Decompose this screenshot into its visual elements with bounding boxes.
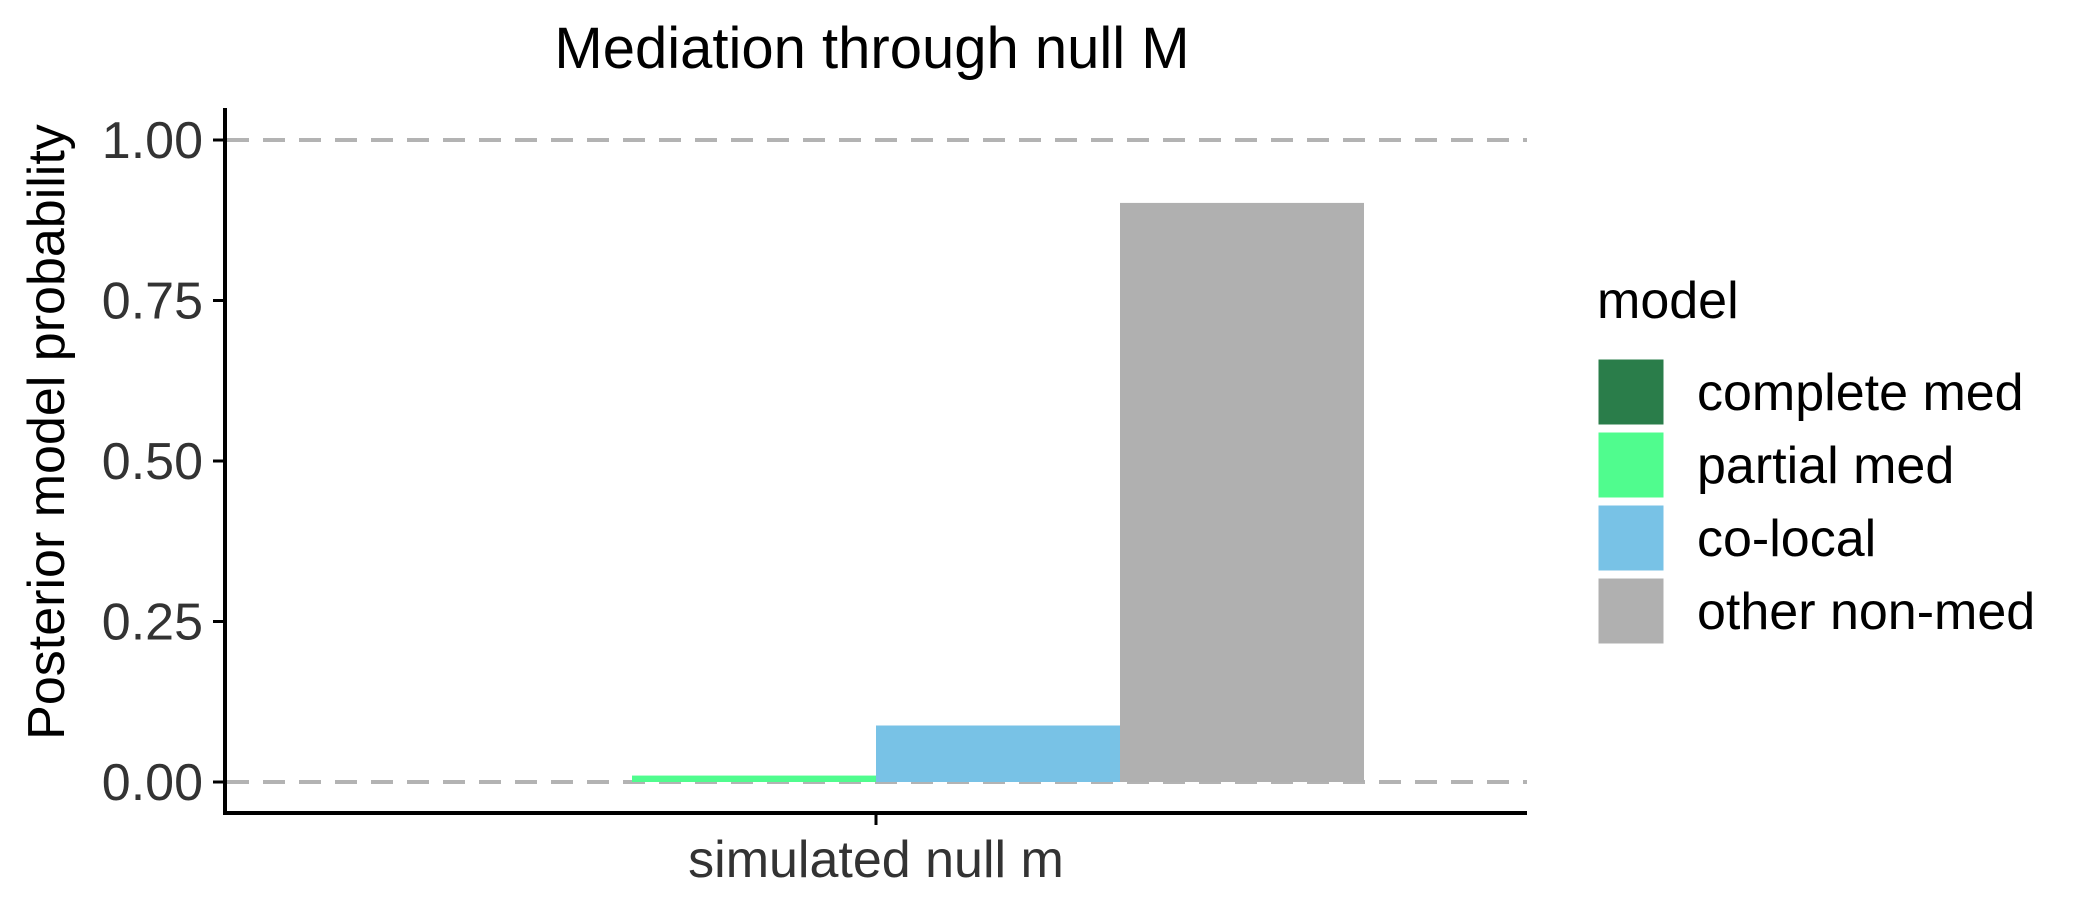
y-tick-label: 0.75: [102, 273, 203, 331]
bars: [632, 202, 1364, 782]
legend-label: partial med: [1697, 437, 1954, 495]
legend-label: other non-med: [1697, 583, 2035, 641]
legend: complete med partial med co-local other non…: [1595, 356, 2035, 647]
y-axis-label: Posterior model probability: [18, 124, 76, 740]
y-tick-label: 1.00: [102, 112, 203, 170]
y-tick-label: 0.50: [102, 433, 203, 491]
legend-key: [1595, 575, 1667, 647]
bar-co-local: [876, 725, 1120, 782]
legend-key: [1595, 502, 1667, 574]
legend-title: model: [1597, 272, 1739, 330]
y-axis-ticks: 0.00 0.25 0.50 0.75 1.00: [102, 112, 225, 812]
chart-title: Mediation through null M: [554, 16, 1189, 81]
bar-partial-med: [632, 775, 876, 782]
y-tick-label: 0.25: [102, 594, 203, 652]
x-tick-label: simulated null m: [688, 831, 1064, 889]
legend-key: [1595, 356, 1667, 428]
legend-key: [1595, 429, 1667, 501]
legend-label: co-local: [1697, 510, 1876, 568]
y-tick-label: 0.00: [102, 754, 203, 812]
bar-other-non-med: [1120, 202, 1364, 782]
legend-label: complete med: [1697, 364, 2024, 422]
